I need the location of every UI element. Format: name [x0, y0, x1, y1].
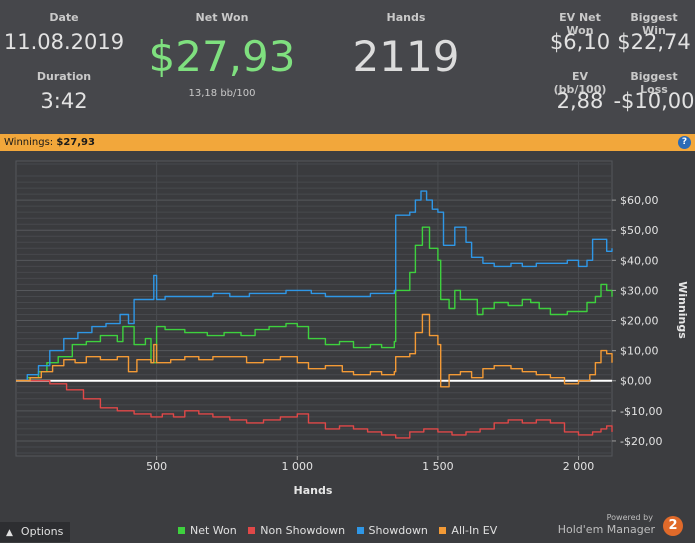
biggest-win-value: $22,74 — [617, 30, 691, 54]
hands-label: Hands — [386, 11, 426, 24]
legend-item-net-won[interactable]: Net Won — [178, 524, 237, 537]
net-won-bb: 13,18 bb/100 — [188, 88, 256, 99]
legend-label-showdown: Showdown — [368, 524, 428, 537]
y-tick-label: $10,00 — [620, 345, 659, 358]
series-line-showdown — [16, 190, 613, 382]
legend-swatch-non-showdown — [248, 526, 256, 534]
net-won-label: Net Won — [195, 11, 249, 24]
y-tick-label: $40,00 — [620, 254, 659, 267]
chevron-up-icon: ▲ — [6, 528, 13, 538]
biggest-win-label: Biggest Win — [630, 11, 678, 37]
hands-value: 2119 — [352, 32, 460, 81]
help-icon[interactable]: ? — [678, 136, 691, 149]
chart-legend: Net Won Non Showdown Showdown All-In EV — [178, 524, 505, 537]
y-tick-label: $30,00 — [620, 284, 659, 297]
hm2-logo-icon: 2 — [663, 516, 683, 536]
legend-label-non-showdown: Non Showdown — [260, 524, 346, 537]
stats-panel: Date 11.08.2019 Duration 3:42 Net Won $2… — [0, 0, 695, 134]
winnings-banner-amount: $27,93 — [56, 137, 95, 148]
winnings-banner: Winnings: $27,93 ? — [0, 134, 695, 151]
x-axis-label: Hands — [294, 484, 333, 497]
brand-name: Hold'em Manager — [557, 523, 655, 536]
ev-net-won-value: $6,10 — [549, 30, 611, 54]
x-tick-label: 2 000 — [563, 460, 595, 473]
y-axis-label: Winnings — [676, 281, 689, 339]
x-tick-label: 1 000 — [282, 460, 314, 473]
biggest-loss-value: -$10,00 — [613, 89, 695, 113]
y-tick-label: $20,00 — [620, 315, 659, 328]
winnings-banner-text: Winnings: $27,93 — [4, 134, 95, 151]
options-button[interactable]: ▲ Options — [0, 522, 70, 542]
brand-block: Powered by Hold'em Manager — [558, 513, 655, 536]
date-label: Date — [49, 11, 79, 24]
winnings-banner-label: Winnings: — [4, 137, 54, 148]
legend-swatch-all-in-ev — [439, 526, 447, 534]
y-tick-label: $60,00 — [620, 194, 659, 207]
chart-grid — [15, 160, 613, 457]
duration-label: Duration — [36, 70, 92, 83]
legend-label-net-won: Net Won — [190, 524, 237, 537]
legend-label-all-in-ev: All-In EV — [451, 524, 498, 537]
net-won-value: $27,93 — [148, 32, 296, 81]
y-tick-label: -$20,00 — [620, 435, 662, 448]
ev-net-won-label: EV Net Won — [559, 11, 601, 37]
y-tick-label: $50,00 — [620, 224, 659, 237]
ev-bb-value: 2,88 — [556, 89, 604, 113]
legend-swatch-net-won — [178, 526, 185, 534]
x-tick-label: 1 500 — [422, 460, 454, 473]
options-label: Options — [20, 525, 64, 538]
series-line-all-in-ev — [16, 313, 613, 388]
legend-item-non-showdown[interactable]: Non Showdown — [248, 524, 345, 537]
x-tick-label: 500 — [146, 460, 167, 473]
ev-bb-label: EV (bb/100) — [553, 70, 607, 96]
chart-series — [16, 190, 613, 439]
chart-axes: $60,00 $50,00 $40,00 $30,00 $20,00 $10,00 $0,0… — [146, 194, 662, 473]
date-value: 11.08.2019 — [3, 30, 125, 54]
duration-value: 3:42 — [40, 89, 88, 113]
legend-item-all-in-ev[interactable]: All-In EV — [439, 524, 497, 537]
legend-item-showdown[interactable]: Showdown — [356, 524, 428, 537]
series-line-net-won — [16, 226, 613, 382]
legend-swatch-showdown — [356, 526, 364, 534]
y-tick-label: $0,00 — [620, 375, 652, 388]
series-line-non-showdown — [16, 380, 613, 439]
y-tick-label: -$10,00 — [620, 405, 662, 418]
biggest-loss-label: Biggest Loss — [630, 70, 678, 96]
powered-by-text: Powered by — [606, 513, 653, 522]
